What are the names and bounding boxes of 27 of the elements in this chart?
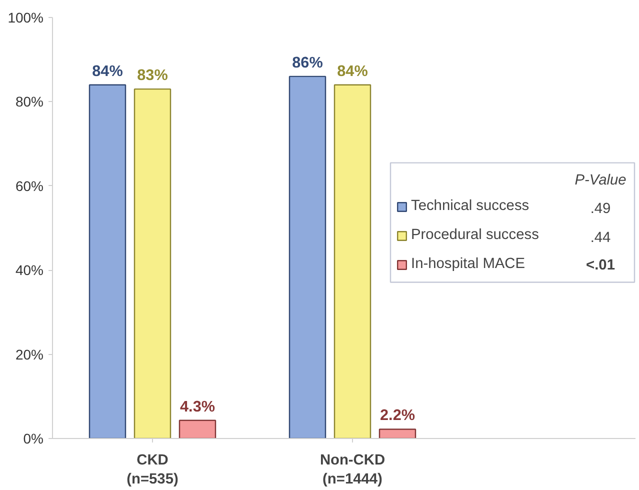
bar [88,84,126,438]
y-tick-label: 80% [15,94,44,110]
text: .44 [590,230,611,246]
y-tick-label: 100% [8,10,44,26]
y-tick-label: 60% [15,178,44,194]
x-tick-label: Non-CKD (n=1444) [320,452,386,488]
legend-title: P-Value [574,172,626,189]
bar [178,420,216,438]
data-label: 83% [137,67,168,84]
legend-label: In-hospital MACE [411,255,526,274]
y-tick-label: 0% [23,430,44,446]
data-label: 4.3% [180,398,216,416]
y-tick-label: 20% [15,346,44,362]
text: <.01 [586,257,615,274]
data-label: 84% [92,62,124,80]
x-tick-label: CKD (n=535) [126,452,178,488]
bar [134,88,172,438]
bar [378,428,416,438]
bar [334,84,372,438]
y-tick-label: 40% [15,262,44,278]
text: .49 [590,201,611,218]
data-label: 84% [337,62,368,80]
data-label: 86% [292,54,324,72]
bar [288,76,326,438]
legend-label: Technical success [411,197,530,216]
data-label: 2.2% [380,407,416,424]
legend-label: Procedural success [411,226,539,245]
